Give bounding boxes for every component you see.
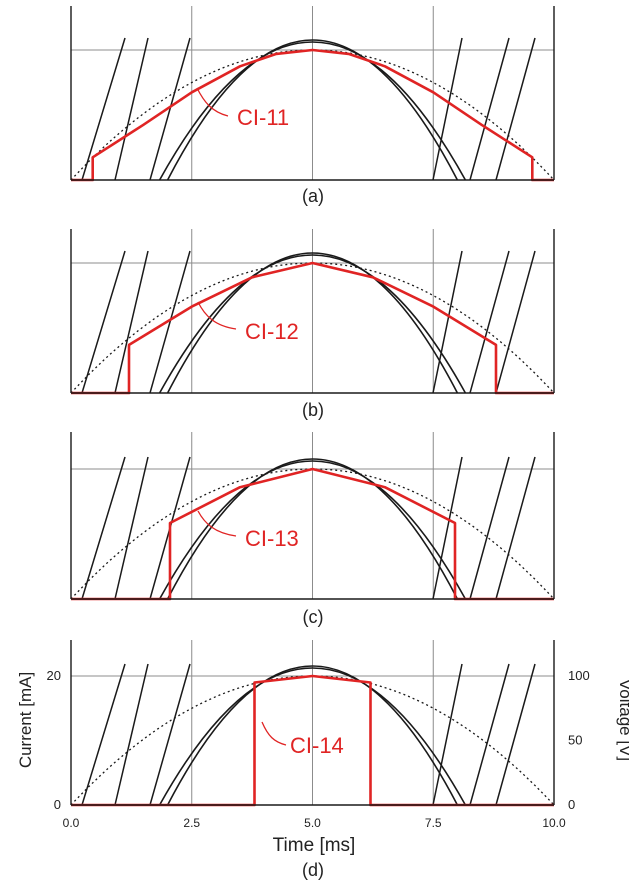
axes-b [70,229,555,394]
pulse-label-d: CI-14 [290,733,344,758]
voltage-curve-6 [495,37,536,181]
voltage-curve-4 [114,663,149,806]
voltage-curve-7 [469,663,510,806]
y-tick-label-right: 50 [568,733,582,748]
voltage-curve-5 [149,663,191,806]
pulse-label-a: CI-11 [237,105,289,130]
pulse-c [71,467,554,601]
voltage-curves-c [81,456,536,600]
envelope-dotted [70,468,555,600]
y-tick-label-left: 20 [47,668,61,683]
x-tick-label: 10.0 [542,816,566,830]
voltage-curve-2 [158,460,467,600]
voltage-curve-2 [158,41,467,181]
voltage-curve-4 [114,37,149,181]
x-tick-label: 0.0 [63,816,80,830]
voltage-curve-3 [81,37,126,181]
y-tick-label-right: 100 [568,668,590,683]
envelope-dotted [70,262,555,394]
voltage-curve-7 [469,37,510,181]
voltage-curve-7 [469,456,510,600]
pulse-label-b: CI-12 [245,319,299,344]
panel-caption-b: (b) [302,400,324,420]
voltage-curve-8 [432,37,463,181]
voltage-curve-8 [432,250,463,394]
voltage-curve-6 [495,663,536,806]
envelope-c [70,468,555,600]
voltage-curve-3 [81,456,126,600]
panel-b: CI-12 (b) [70,229,555,420]
envelope-a [70,49,555,181]
envelope-b [70,262,555,394]
pulse-label-leader-b [197,301,237,330]
voltage-curve-3 [81,663,126,806]
x-tick-label: 2.5 [183,816,200,830]
grid-a [71,6,554,180]
voltage-curve-1 [166,458,459,600]
axes-c [70,432,555,600]
voltage-curve-3 [81,250,126,394]
y-axis-title-left: Current [mA] [16,672,35,768]
axes-a [70,6,555,181]
pulse-label-leader-d [261,721,287,746]
grid-c [71,432,554,599]
x-tick-label: 7.5 [425,816,442,830]
voltage-curve-6 [495,250,536,394]
pulse-a [71,48,554,182]
y-axis-title-right: Voltage [V] [616,679,629,761]
voltage-curve-5 [149,250,191,394]
pulse-label-leader-c [197,510,237,537]
panel-caption-a: (a) [302,186,324,206]
voltage-curve-1 [166,665,459,806]
voltage-curve-1 [166,252,459,394]
panel-caption-d: (d) [302,860,324,880]
voltage-curves-d [81,663,536,806]
pulse-line-ci-13 [71,467,554,601]
panel-a: CI-11 (a) [70,6,555,206]
x-axis-title: Time [ms] [273,835,356,856]
voltage-curves-b [81,250,536,394]
grid-d [71,640,554,805]
y-tick-label-left: 0 [54,797,61,812]
panel-c: CI-13 (c) [70,432,555,627]
voltage-curve-1 [166,39,459,181]
pulse-label-c: CI-13 [245,526,299,551]
pulse-line-ci-12 [71,261,554,395]
voltage-curve-6 [495,456,536,600]
voltage-curve-4 [114,456,149,600]
voltage-curve-8 [432,663,463,806]
pulse-label-leader-a [196,87,229,117]
voltage-curve-8 [432,456,463,600]
voltage-curve-5 [149,37,191,181]
voltage-curve-4 [114,250,149,394]
x-tick-label: 5.0 [304,816,321,830]
y-tick-label-right: 0 [568,797,575,812]
axes-d [70,640,555,806]
pulse-line-ci-11 [71,48,554,182]
panel-caption-c: (c) [303,607,324,627]
voltage-curves-a [81,37,536,181]
voltage-curve-2 [158,254,467,394]
voltage-curve-2 [158,667,467,806]
voltage-curve-7 [469,250,510,394]
envelope-dotted [70,49,555,181]
pulse-b [71,261,554,395]
